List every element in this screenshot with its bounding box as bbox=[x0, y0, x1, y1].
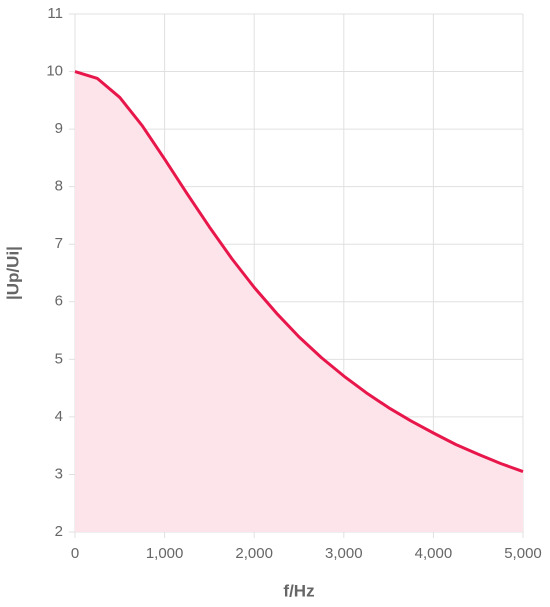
x-tick-label: 0 bbox=[71, 545, 79, 562]
y-tick-label: 8 bbox=[55, 178, 63, 195]
y-tick-label: 6 bbox=[55, 293, 63, 310]
line bbox=[74, 70, 524, 473]
x-tick-label: 3,000 bbox=[325, 545, 363, 562]
x-axis-title: f/Hz bbox=[283, 581, 314, 600]
x-tick-label: 4,000 bbox=[415, 545, 453, 562]
y-tick-label: 5 bbox=[55, 350, 63, 367]
y-tick-label: 4 bbox=[55, 408, 63, 425]
area-fill bbox=[75, 71, 523, 533]
y-tick-label: 2 bbox=[55, 523, 63, 540]
y-tick-label: 7 bbox=[55, 235, 63, 252]
y-tick-label: 3 bbox=[55, 465, 63, 482]
x-tick-label: 5,000 bbox=[504, 545, 542, 562]
x-tick-label: 1,000 bbox=[146, 545, 184, 562]
y-tick-label: 9 bbox=[55, 120, 63, 137]
x-tick-label: 2,000 bbox=[235, 545, 273, 562]
y-axis-title: |Up/Ui| bbox=[3, 246, 22, 300]
y-tick-label: 11 bbox=[47, 5, 63, 22]
y-tick-label: 10 bbox=[46, 63, 63, 80]
